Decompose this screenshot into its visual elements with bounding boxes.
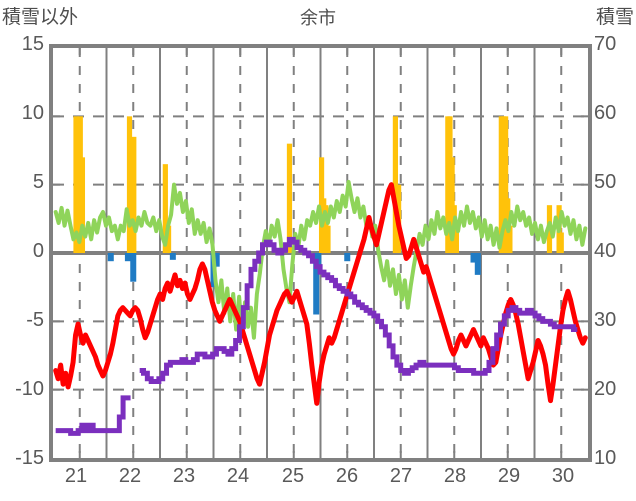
precipitation-bar bbox=[470, 253, 477, 263]
snow-depth-bar bbox=[453, 232, 459, 253]
x-tick-1: 22 bbox=[118, 465, 142, 487]
precipitation-bar bbox=[213, 253, 220, 267]
right-tick-4: 30 bbox=[594, 309, 617, 331]
x-tick-7: 28 bbox=[443, 465, 467, 487]
precipitation-bar bbox=[474, 253, 481, 275]
precipitation-bar bbox=[169, 253, 176, 260]
left-axis-title: 積雪以外 bbox=[2, 6, 79, 28]
snow-depth-bar bbox=[79, 157, 86, 253]
plot-area bbox=[49, 44, 592, 462]
x-tick-0: 21 bbox=[64, 465, 88, 487]
right-tick-2: 50 bbox=[594, 171, 617, 193]
precipitation-bar bbox=[130, 253, 137, 282]
precipitation-bar bbox=[344, 253, 351, 262]
precipitation-bar bbox=[124, 253, 131, 262]
right-tick-3: 40 bbox=[594, 240, 617, 262]
left-tick-5: -10 bbox=[15, 378, 44, 400]
left-tick-0: 15 bbox=[21, 33, 44, 55]
x-tick-9: 30 bbox=[551, 465, 575, 487]
right-tick-0: 70 bbox=[594, 33, 617, 55]
snow-depth-bar bbox=[507, 225, 513, 253]
purple-line-segment bbox=[139, 236, 578, 384]
x-tick-8: 29 bbox=[497, 465, 521, 487]
snow-depth-bar bbox=[165, 225, 172, 253]
left-tick-1: 10 bbox=[21, 102, 44, 124]
plot-canvas bbox=[53, 48, 588, 458]
left-tick-2: 5 bbox=[32, 171, 44, 193]
precipitation-bar bbox=[313, 253, 320, 315]
snow-depth-bar bbox=[392, 116, 398, 253]
right-tick-1: 60 bbox=[594, 102, 617, 124]
right-axis-title: 積雪 bbox=[595, 6, 634, 28]
x-tick-6: 27 bbox=[389, 465, 413, 487]
x-tick-4: 25 bbox=[281, 465, 305, 487]
left-tick-4: -5 bbox=[26, 309, 44, 331]
purple-line-segment bbox=[55, 395, 131, 436]
chart-svg bbox=[53, 48, 588, 458]
left-tick-6: -15 bbox=[15, 447, 44, 469]
chart-title: 余市 bbox=[300, 8, 336, 29]
x-tick-2: 23 bbox=[172, 465, 196, 487]
right-tick-5: 20 bbox=[594, 378, 617, 400]
red-line bbox=[53, 182, 588, 406]
snow-depth-bar bbox=[286, 143, 293, 253]
x-tick-5: 26 bbox=[335, 465, 359, 487]
snow-depth-bar bbox=[131, 136, 137, 253]
left-tick-3: 0 bbox=[32, 240, 44, 262]
snow-depth-bar bbox=[162, 164, 168, 253]
snow-depth-bar bbox=[126, 116, 133, 253]
precipitation-bar bbox=[107, 253, 114, 262]
right-tick-6: 10 bbox=[594, 447, 617, 469]
snow-depth-bar bbox=[325, 225, 331, 253]
x-tick-3: 24 bbox=[226, 465, 250, 487]
snow-depth-bar bbox=[558, 232, 564, 253]
green-line bbox=[53, 179, 588, 340]
snow-depth-bar bbox=[503, 116, 509, 253]
